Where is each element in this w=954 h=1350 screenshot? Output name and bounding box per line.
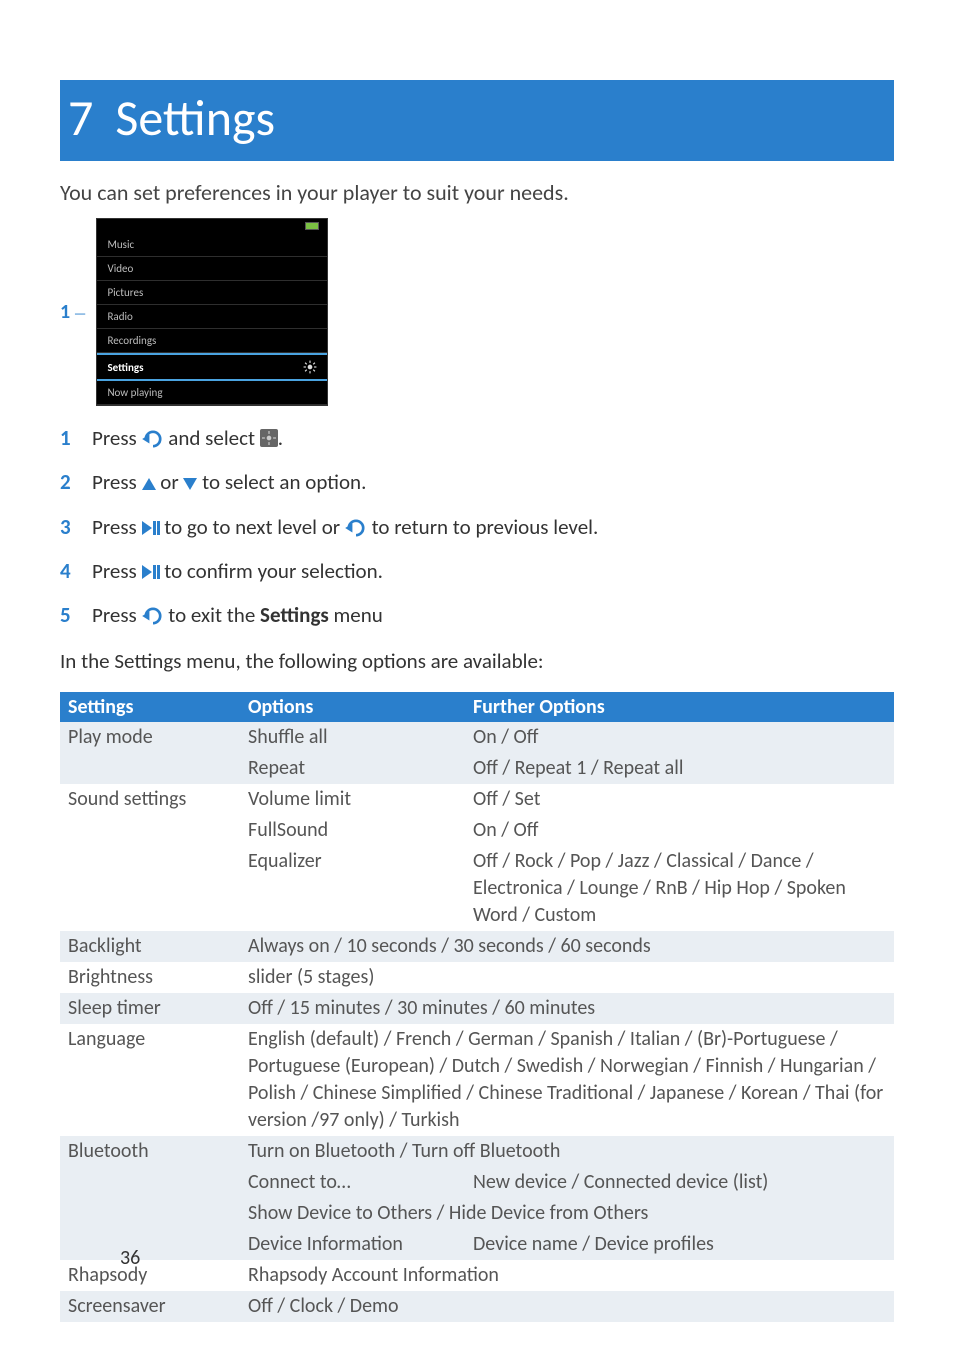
play-pause-icon (142, 565, 160, 579)
cell-option: Connect to… (240, 1167, 465, 1198)
chapter-header: 7 Settings (60, 80, 894, 161)
cell-setting (60, 846, 240, 931)
cell-options-span: slider (5 stages) (240, 962, 894, 993)
table-row: ScreensaverOff / Clock / Demo (60, 1291, 894, 1322)
cell-option: Device Information (240, 1229, 465, 1260)
cell-options-span: Turn on Bluetooth / Turn off Bluetooth (240, 1136, 894, 1167)
table-row: Sound settingsVolume limitOff / Set (60, 784, 894, 815)
cell-options-span: Rhapsody Account Information (240, 1260, 894, 1291)
table-row: Sleep timerOff / 15 minutes / 30 minutes… (60, 993, 894, 1024)
table-row: RhapsodyRhapsody Account Information (60, 1260, 894, 1291)
table-row: Device InformationDevice name / Device p… (60, 1229, 894, 1260)
table-row: BacklightAlways on / 10 seconds / 30 sec… (60, 931, 894, 962)
cell-setting: Sleep timer (60, 993, 240, 1024)
table-row: BluetoothTurn on Bluetooth / Turn off Bl… (60, 1136, 894, 1167)
settings-table: Settings Options Further Options Play mo… (60, 692, 894, 1322)
table-row: Play modeShuffle allOn / Off (60, 722, 894, 753)
cell-setting (60, 1167, 240, 1198)
play-pause-icon (142, 521, 160, 535)
cell-further: New device / Connected device (list) (465, 1167, 894, 1198)
device-screen: MusicVideoPicturesRadioRecordingsSetting… (96, 218, 328, 406)
cell-options-span: Always on / 10 seconds / 30 seconds / 60… (240, 931, 894, 962)
th-further: Further Options (465, 692, 894, 722)
th-settings: Settings (60, 692, 240, 722)
table-row: Connect to…New device / Connected device… (60, 1167, 894, 1198)
down-icon (183, 478, 197, 490)
up-icon (142, 478, 156, 490)
cell-setting: Screensaver (60, 1291, 240, 1322)
cell-setting: Sound settings (60, 784, 240, 815)
steps-list: 1 Press and select . 2 Press or to selec… (60, 424, 894, 630)
cell-setting: Rhapsody (60, 1260, 240, 1291)
table-row: Brightnessslider (5 stages) (60, 962, 894, 993)
device-menu-item: Music (97, 233, 327, 257)
cell-further: Off / Set (465, 784, 894, 815)
cell-further: Off / Rock / Pop / Jazz / Classical / Da… (465, 846, 894, 931)
cell-options-span: Show Device to Others / Hide Device from… (240, 1198, 894, 1229)
cell-setting (60, 1198, 240, 1229)
device-statusbar (97, 219, 327, 233)
back-icon (142, 430, 164, 448)
cell-setting: Language (60, 1024, 240, 1136)
step-4: 4 Press to confirm your selection. (60, 557, 894, 585)
table-row: LanguageEnglish (default) / French / Ger… (60, 1024, 894, 1136)
cell-option: Volume limit (240, 784, 465, 815)
table-row: Show Device to Others / Hide Device from… (60, 1198, 894, 1229)
chapter-number: 7 (68, 88, 93, 149)
step-2: 2 Press or to select an option. (60, 468, 894, 496)
device-menu-item: Radio (97, 305, 327, 329)
cell-further: On / Off (465, 722, 894, 753)
device-menu-selected: Settings (97, 353, 327, 381)
sub-intro: In the Settings menu, the following opti… (60, 648, 894, 674)
cell-setting: Brightness (60, 962, 240, 993)
cell-option: Equalizer (240, 846, 465, 931)
chapter-title: Settings (115, 88, 275, 149)
cell-option: FullSound (240, 815, 465, 846)
callout-1: 1 — (60, 300, 88, 324)
cell-further: On / Off (465, 815, 894, 846)
cell-setting (60, 815, 240, 846)
gear-icon (260, 429, 278, 447)
cell-setting (60, 1229, 240, 1260)
cell-option: Repeat (240, 753, 465, 784)
device-menu-item: Video (97, 257, 327, 281)
cell-options-span: Off / 15 minutes / 30 minutes / 60 minut… (240, 993, 894, 1024)
back-icon (345, 519, 367, 537)
table-row: RepeatOff / Repeat 1 / Repeat all (60, 753, 894, 784)
th-options: Options (240, 692, 465, 722)
table-row: FullSoundOn / Off (60, 815, 894, 846)
cell-setting (60, 753, 240, 784)
cell-setting: Play mode (60, 722, 240, 753)
battery-icon (305, 222, 319, 230)
step-3: 3 Press to go to next level or to return… (60, 513, 894, 541)
back-icon (142, 607, 164, 625)
device-menu-item: Now playing (97, 381, 327, 405)
cell-further: Off / Repeat 1 / Repeat all (465, 753, 894, 784)
page-number: 36 (120, 1246, 140, 1270)
device-screenshot-block: 1 — MusicVideoPicturesRadioRecordingsSet… (60, 218, 894, 406)
step-1: 1 Press and select . (60, 424, 894, 452)
cell-further: Device name / Device profiles (465, 1229, 894, 1260)
table-header-row: Settings Options Further Options (60, 692, 894, 722)
device-menu-item: Recordings (97, 329, 327, 353)
device-menu-item: Pictures (97, 281, 327, 305)
table-row: EqualizerOff / Rock / Pop / Jazz / Class… (60, 846, 894, 931)
cell-option: Shuffle all (240, 722, 465, 753)
intro-text: You can set preferences in your player t… (60, 179, 894, 206)
cell-setting: Bluetooth (60, 1136, 240, 1167)
cell-options-span: Off / Clock / Demo (240, 1291, 894, 1322)
cell-setting: Backlight (60, 931, 240, 962)
step-5: 5 Press to exit the Settings menu (60, 601, 894, 629)
cell-options-span: English (default) / French / German / Sp… (240, 1024, 894, 1136)
